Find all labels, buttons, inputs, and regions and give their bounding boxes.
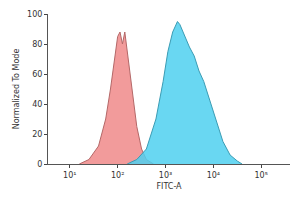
svg-text:Normalized To Mode: Normalized To Mode xyxy=(12,49,21,130)
svg-text:10³: 10³ xyxy=(159,171,172,180)
svg-text:10²: 10² xyxy=(111,171,124,180)
svg-text:80: 80 xyxy=(32,40,42,49)
svg-text:10¹: 10¹ xyxy=(63,171,76,180)
svg-text:20: 20 xyxy=(32,130,42,139)
svg-text:0: 0 xyxy=(37,160,42,169)
svg-text:60: 60 xyxy=(32,70,42,79)
svg-text:10⁵: 10⁵ xyxy=(254,171,267,180)
svg-text:FITC-A: FITC-A xyxy=(156,182,182,191)
svg-text:10⁴: 10⁴ xyxy=(207,171,220,180)
svg-text:100: 100 xyxy=(27,10,42,19)
svg-text:40: 40 xyxy=(32,100,42,109)
